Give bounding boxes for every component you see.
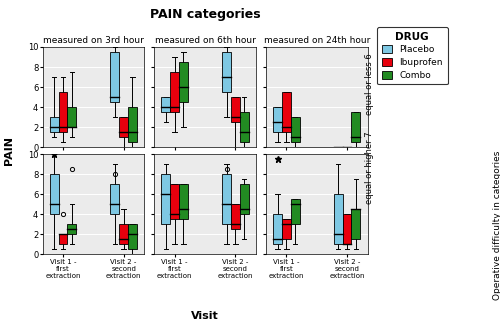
Bar — [222, 52, 231, 92]
Bar — [291, 117, 300, 142]
Bar — [273, 107, 282, 132]
Bar — [58, 234, 68, 244]
Bar — [282, 92, 291, 132]
Bar — [291, 199, 300, 224]
Bar — [162, 174, 170, 224]
Bar — [352, 112, 360, 142]
Bar — [68, 224, 76, 234]
Bar — [179, 184, 188, 219]
Legend: Placebo, Ibuprofen, Combo: Placebo, Ibuprofen, Combo — [377, 27, 448, 85]
Bar — [162, 97, 170, 112]
Text: Operative difficulty in categories: Operative difficulty in categories — [493, 151, 500, 300]
Bar — [282, 219, 291, 239]
Bar — [179, 62, 188, 102]
Bar — [58, 92, 68, 132]
Bar — [110, 184, 119, 214]
Bar — [352, 209, 360, 239]
Text: PAIN categories: PAIN categories — [150, 8, 260, 21]
Bar — [170, 72, 179, 112]
Bar — [110, 52, 119, 102]
Bar — [273, 214, 282, 244]
Title: measured on 3rd hour: measured on 3rd hour — [43, 36, 144, 45]
Bar — [170, 184, 179, 219]
Text: equal or less 6: equal or less 6 — [364, 53, 374, 115]
Bar — [342, 214, 351, 244]
Bar — [68, 107, 76, 127]
Text: PAIN: PAIN — [4, 136, 14, 165]
Bar — [240, 112, 248, 142]
Bar — [119, 117, 128, 137]
Text: equal or higher 7: equal or higher 7 — [364, 132, 374, 204]
Title: measured on 24th hour: measured on 24th hour — [264, 36, 370, 45]
Bar — [334, 194, 342, 244]
Bar — [119, 224, 128, 244]
Bar — [231, 204, 240, 229]
Title: measured on 6th hour: measured on 6th hour — [154, 36, 256, 45]
Text: Visit: Visit — [191, 311, 219, 321]
Bar — [240, 184, 248, 214]
Bar — [128, 107, 137, 142]
Bar — [231, 97, 240, 122]
Bar — [50, 117, 58, 132]
Bar — [50, 174, 58, 214]
Bar — [128, 224, 137, 249]
Bar — [222, 174, 231, 224]
